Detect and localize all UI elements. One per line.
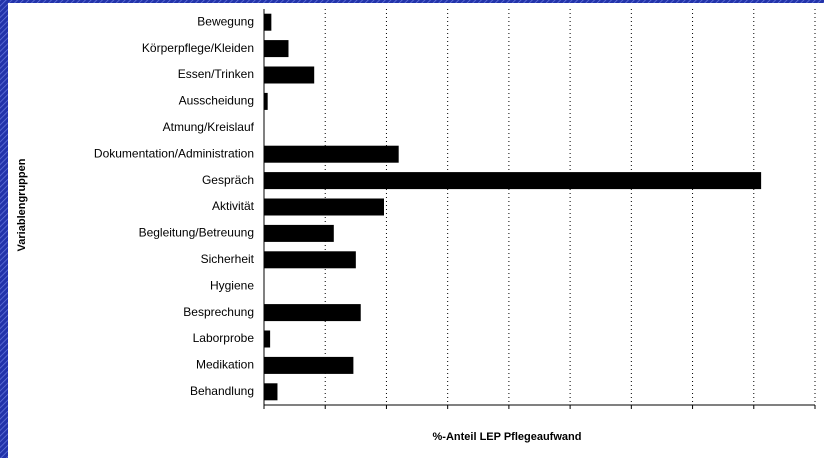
y-tick-label: Besprechung: [183, 305, 254, 319]
y-tick-label: Ausscheidung: [179, 94, 254, 108]
bar: [264, 383, 278, 401]
y-tick-label: Behandlung: [190, 384, 254, 398]
bar: [264, 172, 762, 190]
y-tick-label: Medikation: [196, 358, 254, 372]
y-tick-label: Atmung/Kreislauf: [163, 120, 255, 134]
bar: [264, 145, 399, 163]
y-tick-label: Essen/Trinken: [178, 67, 254, 81]
y-tick-label: Hygiene: [210, 278, 254, 292]
bar: [264, 13, 272, 31]
y-tick-label: Gespräch: [202, 173, 254, 187]
y-tick-label: Bewegung: [197, 14, 254, 28]
bar: [264, 92, 268, 110]
y-tick-label: Aktivität: [212, 199, 255, 213]
bar: [264, 304, 361, 322]
chart-area: [8, 3, 824, 458]
bar: [264, 198, 384, 216]
y-tick-label: Begleitung/Betreuung: [139, 226, 254, 240]
x-axis-label: %-Anteil LEP Pflegeaufwand: [433, 431, 582, 443]
bar: [264, 66, 315, 84]
y-axis-label: Variablengruppen: [16, 158, 28, 251]
bar: [264, 224, 334, 242]
y-tick-label: Körperpflege/Kleiden: [142, 41, 254, 55]
bar: [264, 356, 354, 374]
y-tick-label: Sicherheit: [201, 252, 255, 266]
bar: [264, 40, 289, 58]
bar: [264, 330, 271, 348]
y-tick-label: Dokumentation/Administration: [94, 146, 254, 160]
bar: [264, 251, 356, 269]
y-tick-label: Laborprobe: [193, 331, 255, 345]
